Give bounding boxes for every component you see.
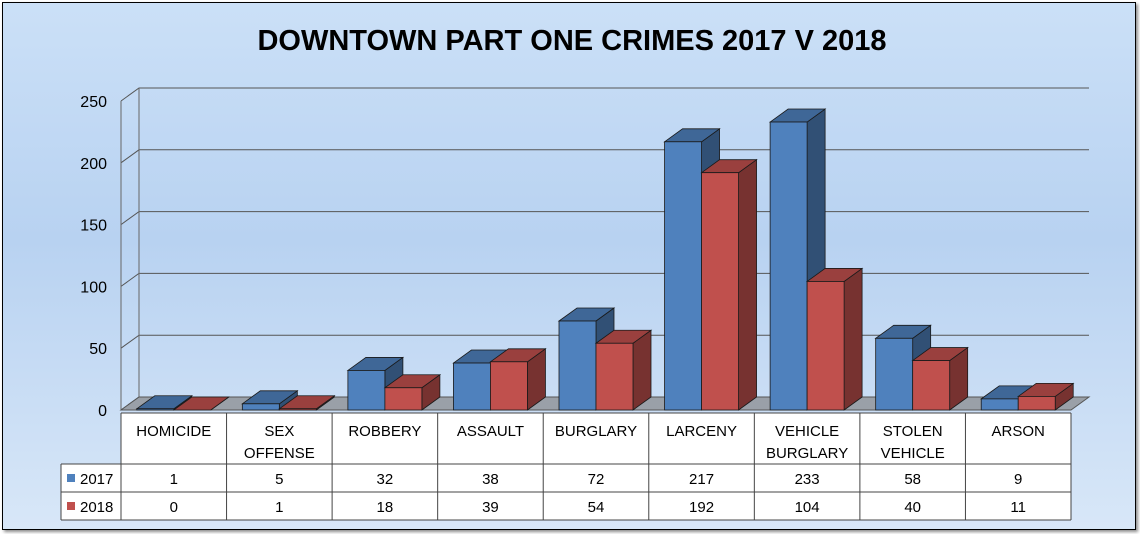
data-label: 18 bbox=[377, 499, 394, 516]
bar-2018-3 bbox=[489, 348, 547, 411]
data-label: 58 bbox=[904, 471, 921, 488]
bar-2018-0 bbox=[172, 396, 231, 411]
data-label: 32 bbox=[377, 471, 394, 488]
legend-series-name: 2018 bbox=[80, 499, 113, 516]
data-label: 1 bbox=[275, 499, 283, 516]
bar-2018-5 bbox=[700, 158, 758, 411]
data-label: 39 bbox=[482, 499, 499, 516]
y-tick-label: 200 bbox=[80, 156, 107, 173]
category-label: STOLEN bbox=[883, 423, 943, 440]
data-label: 38 bbox=[482, 471, 499, 488]
data-label: 40 bbox=[904, 499, 921, 516]
category-label: ASSAULT bbox=[457, 423, 524, 440]
data-label: 192 bbox=[689, 499, 714, 516]
bar-2018-6 bbox=[805, 267, 864, 411]
bar-2018-2 bbox=[383, 373, 442, 411]
category-label: HOMICIDE bbox=[136, 423, 211, 440]
y-tick-label: 150 bbox=[80, 218, 107, 235]
data-table: HOMICIDE SEX OFFENSE ROBBERY ASSAULT BURGLARY… bbox=[60, 412, 1072, 521]
chart-title: DOWNTOWN PART ONE CRIMES 2017 V 2018 bbox=[257, 25, 886, 57]
data-label: 217 bbox=[689, 471, 714, 488]
bar-2018-7 bbox=[911, 346, 969, 411]
bar-2018-4 bbox=[594, 329, 653, 411]
data-label: 54 bbox=[588, 499, 605, 516]
legend-series-name: 2017 bbox=[80, 471, 113, 488]
category-label: VEHICLE bbox=[775, 423, 839, 440]
y-tick-label: 100 bbox=[80, 279, 107, 296]
gridline bbox=[120, 149, 1089, 164]
category-label: ROBBERY bbox=[348, 423, 421, 440]
category-label: VEHICLE bbox=[881, 445, 945, 462]
legend-key bbox=[67, 474, 75, 482]
gridline bbox=[120, 87, 1089, 102]
category-label: ARSON bbox=[992, 423, 1045, 440]
y-axis-ticks: 0 50 100 150 200 250 bbox=[80, 94, 107, 420]
category-label: BURGLARY bbox=[555, 423, 637, 440]
data-label: 104 bbox=[795, 499, 820, 516]
legend-key bbox=[67, 502, 75, 510]
gridline bbox=[120, 211, 1089, 226]
bar-2018-8 bbox=[1016, 382, 1075, 411]
data-label: 9 bbox=[1014, 471, 1022, 488]
y-tick-label: 50 bbox=[89, 341, 107, 358]
chart-svg: DOWNTOWN PART ONE CRIMES 2017 V 2018 050… bbox=[60, 25, 1091, 521]
category-label: OFFENSE bbox=[244, 445, 315, 462]
bar-2017-0 bbox=[135, 394, 194, 411]
gridline bbox=[120, 272, 1089, 287]
category-label: SEX bbox=[264, 423, 294, 440]
category-label: BURGLARY bbox=[766, 445, 848, 462]
data-label: 0 bbox=[170, 499, 178, 516]
category-label: LARCENY bbox=[666, 423, 737, 440]
y-tick-label: 250 bbox=[80, 94, 107, 111]
data-label: 5 bbox=[275, 471, 283, 488]
data-label: 72 bbox=[588, 471, 605, 488]
data-label: 11 bbox=[1010, 499, 1026, 516]
bar-2018-1 bbox=[278, 394, 336, 411]
data-label: 1 bbox=[170, 471, 178, 488]
bars bbox=[135, 108, 1075, 411]
y-tick-label: 0 bbox=[98, 403, 107, 420]
data-label: 233 bbox=[795, 471, 820, 488]
